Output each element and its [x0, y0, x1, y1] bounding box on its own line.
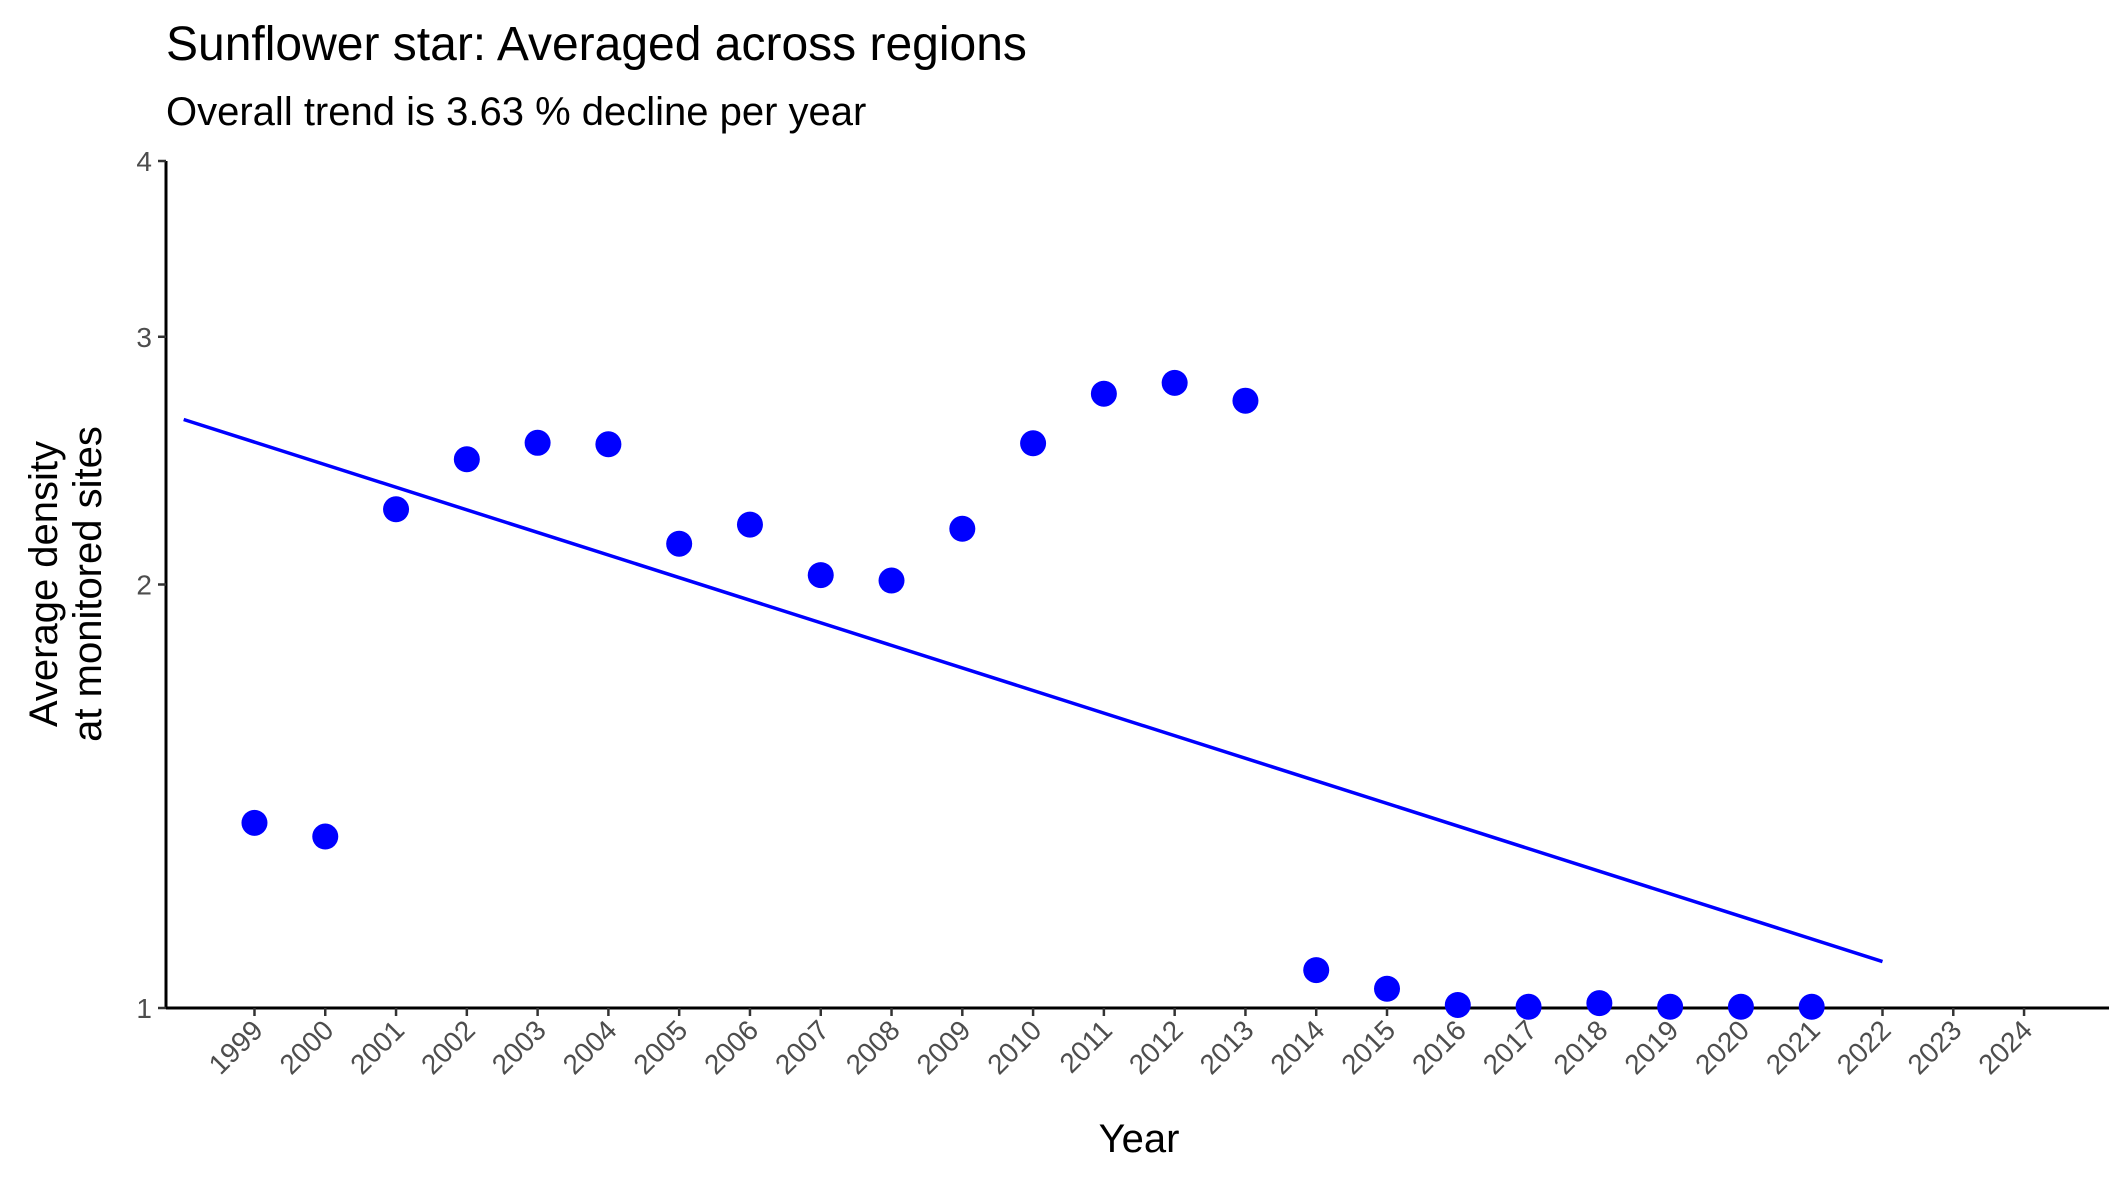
- y-axis-title: at monitored sites: [66, 426, 110, 742]
- y-tick-label: 3: [136, 322, 152, 353]
- y-tick-label: 1: [136, 993, 152, 1024]
- data-point: [1727, 993, 1754, 1020]
- chart-subtitle: Overall trend is 3.63 % decline per year: [166, 90, 866, 134]
- data-point: [949, 515, 976, 542]
- data-point: [807, 562, 834, 589]
- data-point: [1515, 993, 1542, 1020]
- data-point: [1232, 387, 1259, 414]
- data-point: [1303, 957, 1330, 984]
- x-tick-label: 2010: [981, 1014, 1047, 1080]
- x-tick-label: 2001: [344, 1014, 410, 1080]
- data-point: [1586, 990, 1613, 1017]
- data-point: [383, 496, 410, 523]
- x-tick-label: 2018: [1548, 1014, 1614, 1080]
- data-point: [1374, 975, 1401, 1002]
- y-tick-label: 2: [136, 570, 152, 601]
- x-tick-label: 2014: [1264, 1014, 1330, 1080]
- x-tick-label: 2002: [415, 1014, 481, 1080]
- x-tick-label: 2015: [1335, 1014, 1401, 1080]
- data-point: [1161, 369, 1188, 396]
- x-axis-title: Year: [1099, 1117, 1180, 1161]
- chart-title: Sunflower star: Averaged across regions: [166, 18, 1027, 71]
- data-point: [1798, 993, 1825, 1020]
- x-tick-label: 2016: [1406, 1014, 1472, 1080]
- x-tick-label: 2007: [769, 1014, 835, 1080]
- data-point: [736, 511, 763, 538]
- x-tick-label: 2012: [1123, 1014, 1189, 1080]
- data-point: [1444, 991, 1471, 1018]
- x-tick-label: 2020: [1689, 1014, 1755, 1080]
- x-tick-label: 2023: [1902, 1014, 1968, 1080]
- data-point: [1020, 430, 1047, 457]
- data-point: [312, 823, 339, 850]
- x-tick-label: 2021: [1760, 1014, 1826, 1080]
- data-point: [1657, 993, 1684, 1020]
- data-point: [666, 530, 693, 557]
- x-tick-label: 2006: [698, 1014, 764, 1080]
- y-tick-label: 4: [136, 146, 152, 177]
- x-tick-label: 2019: [1618, 1014, 1684, 1080]
- x-tick-label: 2017: [1477, 1014, 1543, 1080]
- data-point: [1090, 380, 1117, 407]
- x-tick-label: 2008: [840, 1014, 906, 1080]
- data-point: [453, 446, 480, 473]
- x-tick-label: 2024: [1972, 1014, 2038, 1080]
- x-tick-label: 2022: [1831, 1014, 1897, 1080]
- trend-line: [183, 417, 1884, 964]
- x-tick-label: 2004: [557, 1014, 623, 1080]
- x-tick-label: 1999: [203, 1014, 269, 1080]
- data-point: [878, 567, 905, 594]
- x-tick-label: 2000: [274, 1014, 340, 1080]
- x-tick-label: 2009: [911, 1014, 977, 1080]
- x-tick-label: 2005: [627, 1014, 693, 1080]
- x-tick-label: 2011: [1054, 1014, 1119, 1079]
- data-point: [241, 809, 268, 836]
- data-point: [595, 431, 622, 458]
- x-tick-label: 2003: [486, 1014, 552, 1080]
- y-axis-title: Average density: [22, 441, 66, 727]
- x-tick-label: 2013: [1194, 1014, 1260, 1080]
- data-point: [524, 429, 551, 456]
